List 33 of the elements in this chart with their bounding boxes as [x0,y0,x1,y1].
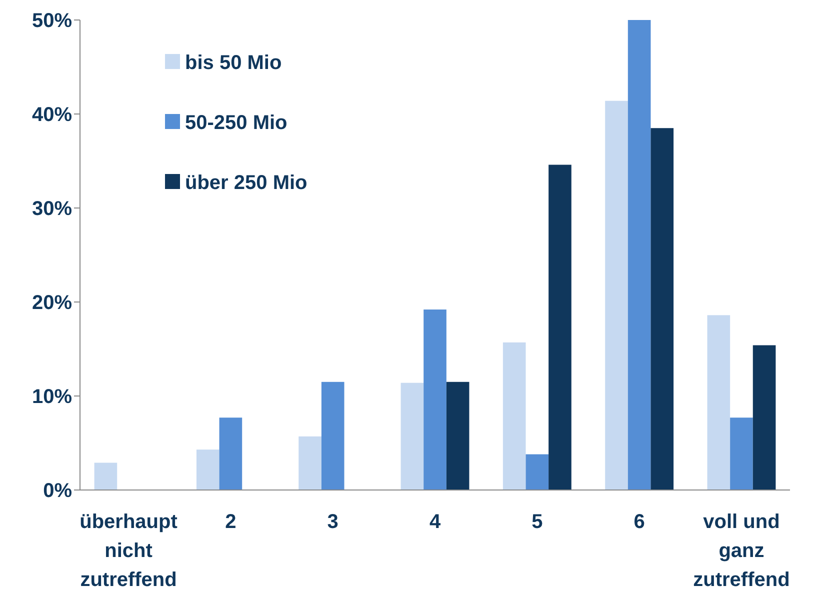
bar [605,100,628,490]
bar [94,462,118,490]
bar [730,418,753,490]
bar [196,450,220,490]
legend-label: über 250 Mio [185,172,308,194]
bar [219,418,242,490]
y-tick-label: 20% [32,292,72,314]
bar [446,382,470,490]
bar [707,315,730,490]
bar [650,128,674,490]
x-tick-label: 6 [634,511,645,533]
bar [752,345,776,490]
x-tick-label: 3 [327,511,338,533]
x-tick-label: 2 [225,511,236,533]
bar [628,20,651,490]
x-tick-label: 4 [429,511,442,533]
y-tick-label: 50% [32,10,72,32]
y-tick-label: 0% [43,480,72,502]
x-tick-label: voll und ganz zutreffend [693,511,790,591]
x-tick-label: 5 [532,511,543,533]
bar [400,382,424,490]
y-tick-label: 30% [32,198,72,220]
bar [424,310,446,490]
bar [502,342,526,490]
bar [298,436,322,490]
y-tick-label: 10% [32,386,72,408]
x-tick-label: überhaupt nicht zutreffend [80,511,178,591]
y-tick-label: 40% [32,104,72,126]
bar [526,454,549,490]
legend-label: bis 50 Mio [185,52,282,74]
legend-label: 50-250 Mio [185,112,288,134]
bar [321,382,344,490]
bar [548,164,572,490]
